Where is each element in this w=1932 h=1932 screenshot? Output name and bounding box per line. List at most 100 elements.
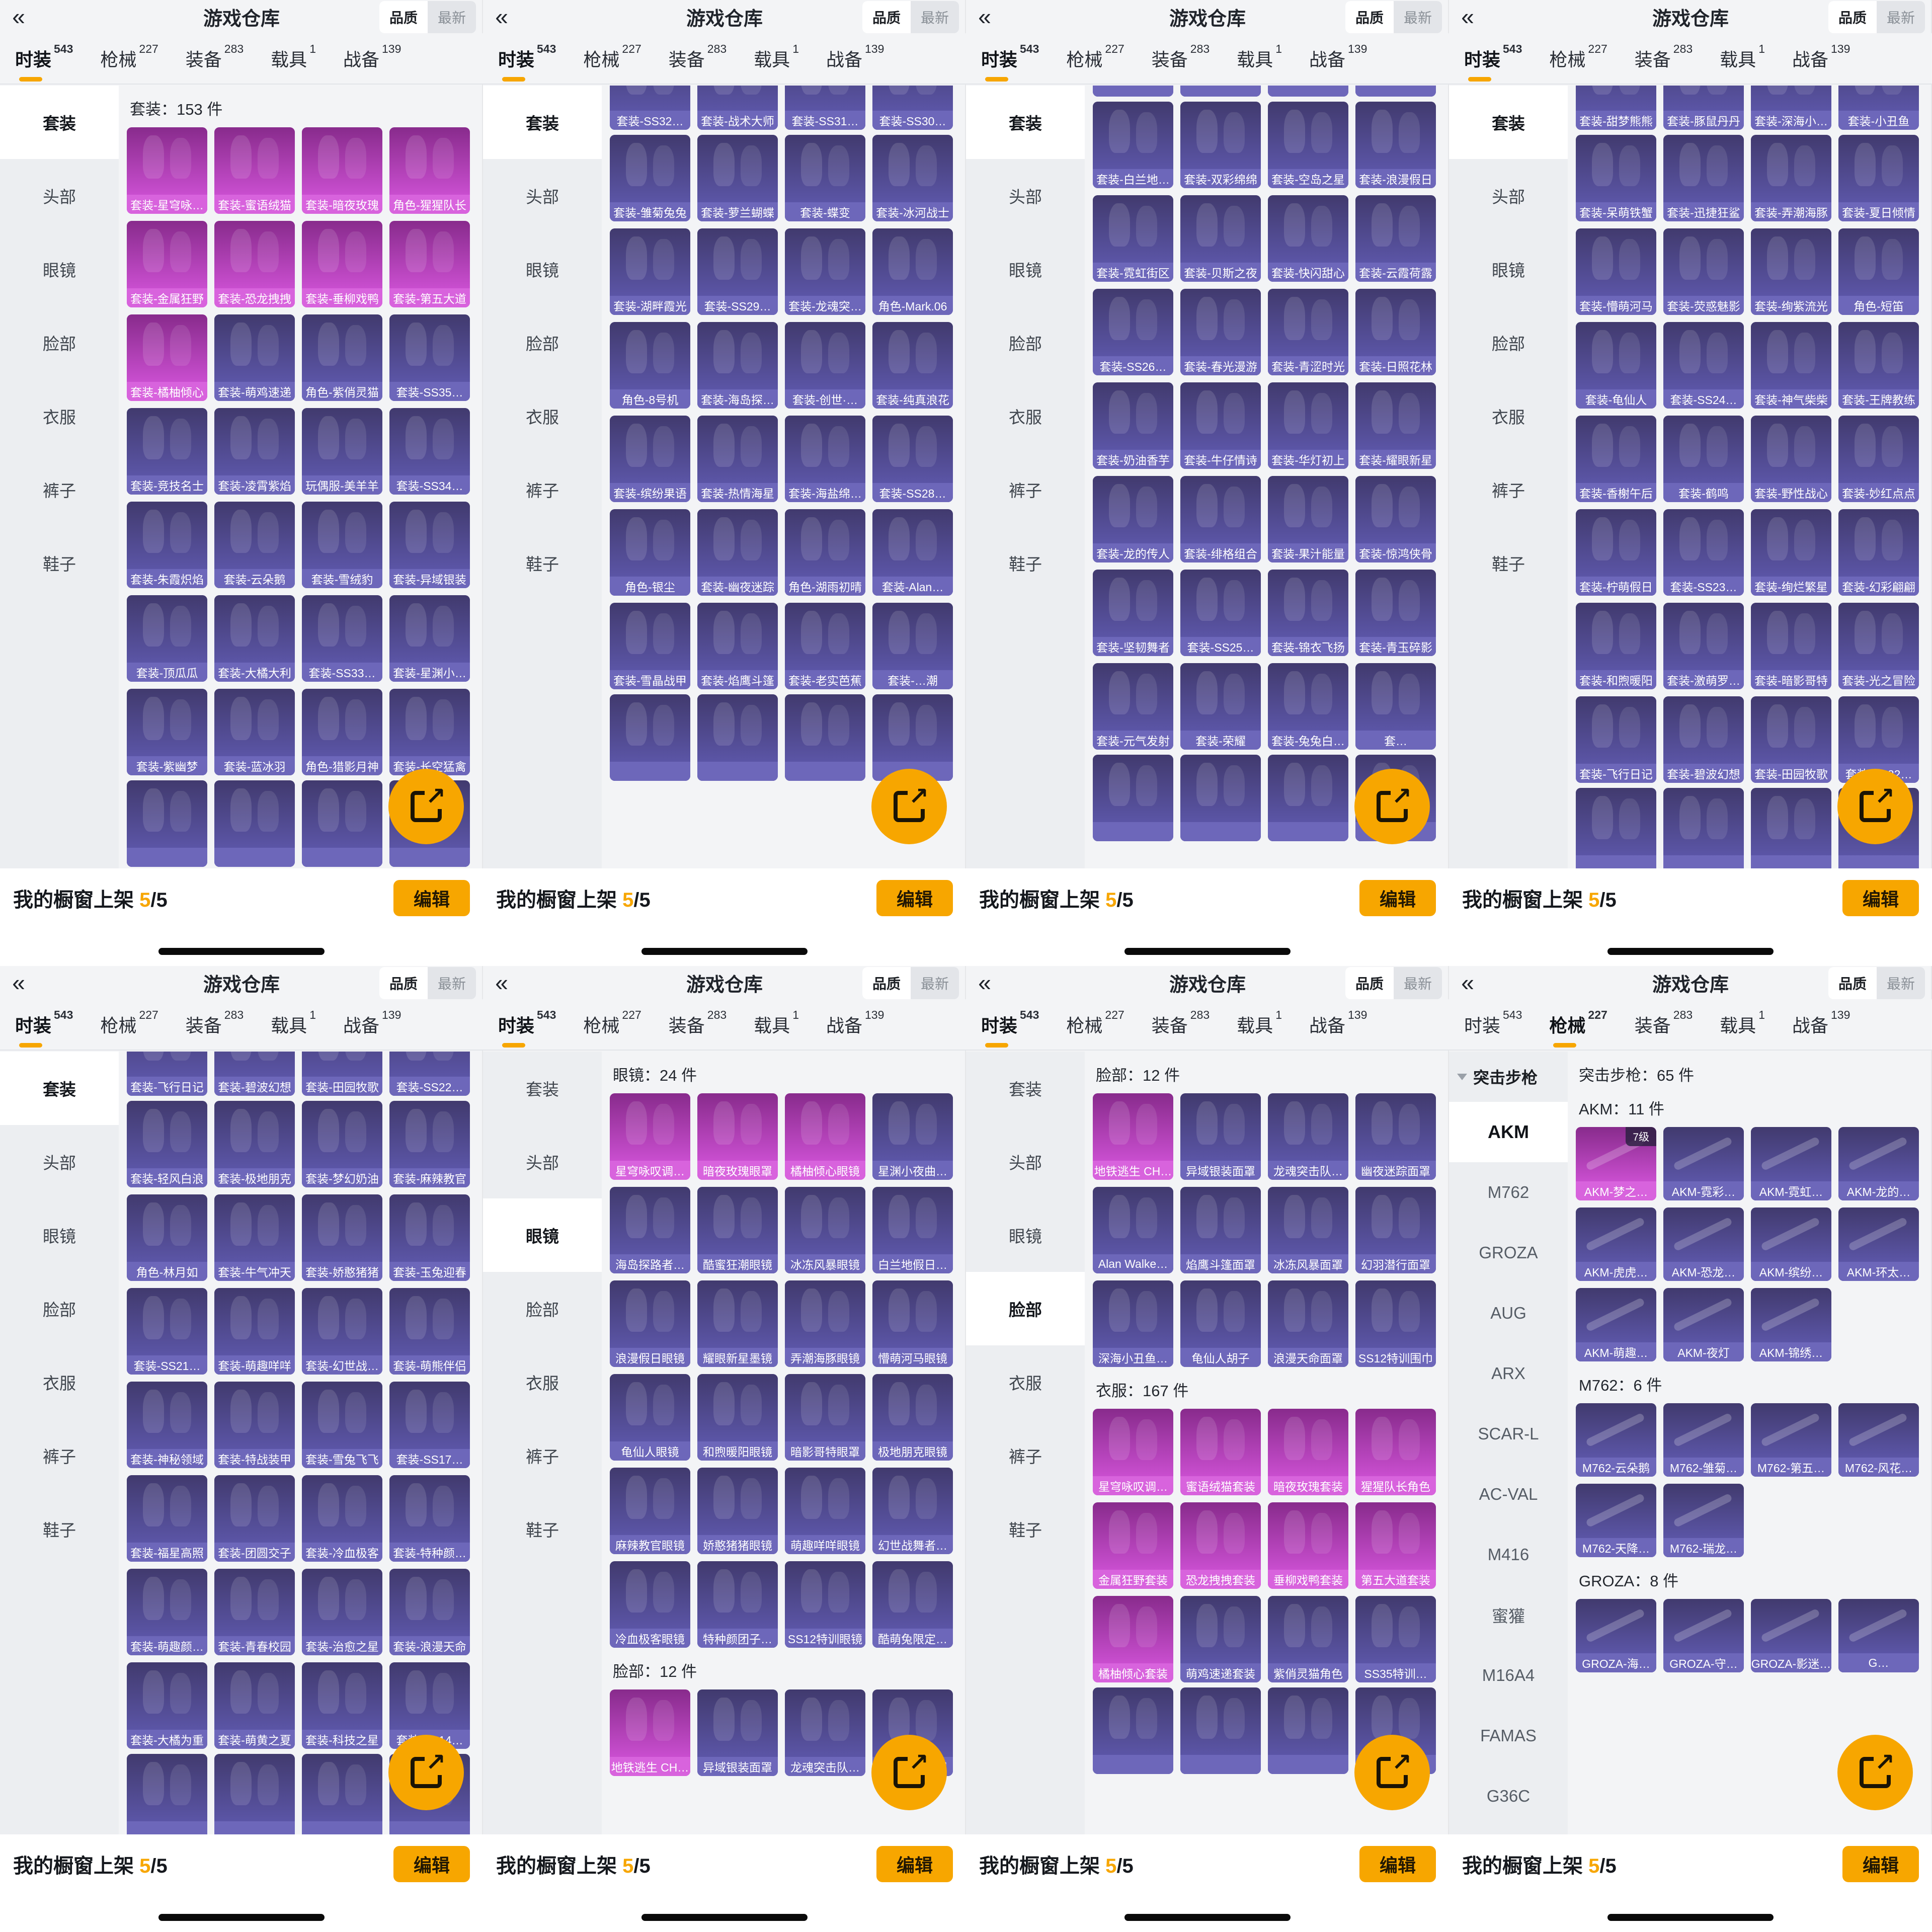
item-card[interactable]: AKM-缤纷… xyxy=(1751,1208,1831,1281)
tab-装备[interactable]: 装备 283 xyxy=(1635,1008,1693,1037)
item-card[interactable]: 套装-SS35… xyxy=(389,314,470,401)
tab-载具[interactable]: 载具 1 xyxy=(754,1008,799,1037)
item-card[interactable]: 套装-兔兔白… xyxy=(1268,663,1348,750)
item-card[interactable]: 套装-橘柚倾心 xyxy=(127,314,207,401)
tab-战备[interactable]: 战备 139 xyxy=(1309,42,1367,71)
tab-枪械[interactable]: 枪械 227 xyxy=(1066,1008,1124,1037)
tab-时装[interactable]: 时装 543 xyxy=(15,1008,73,1048)
item-card[interactable]: 套装-萌趣颜… xyxy=(127,1569,207,1655)
item-card[interactable]: 角色-银尘 xyxy=(610,509,690,596)
sidebar-item-眼镜[interactable]: 眼镜 xyxy=(526,261,559,280)
item-card[interactable]: 套装-蜜语绒猫 xyxy=(214,127,295,214)
item-card[interactable]: 套装-日照花林 xyxy=(1355,289,1436,375)
item-card[interactable]: 冰冻风暴面罩 xyxy=(1268,1187,1348,1273)
share-button[interactable]: ↗ xyxy=(1354,1735,1430,1810)
sidebar-item-头部[interactable]: 头部 xyxy=(526,1154,559,1172)
item-card[interactable]: 套装-贝斯之夜 xyxy=(1180,195,1261,282)
item-card[interactable]: 套装-萌鸡速递 xyxy=(214,314,295,401)
item-card[interactable]: 套装-青春校园 xyxy=(214,1569,295,1655)
item-card[interactable]: 套装-萌黄之夏 xyxy=(214,1662,295,1749)
item-card[interactable]: Alan Walke… xyxy=(1093,1187,1173,1273)
sidebar-item-脸部[interactable]: 脸部 xyxy=(1009,335,1042,353)
item-card[interactable]: 套装-老实芭蕉 xyxy=(785,603,865,689)
item-card[interactable]: 星穹咏叹调… xyxy=(1093,1409,1173,1495)
item-card[interactable]: 套装-云朵鹅 xyxy=(214,502,295,588)
edit-button[interactable]: 编辑 xyxy=(1842,880,1919,916)
item-card[interactable]: 套装-浪漫天命 xyxy=(389,1569,470,1655)
sort-latest-button[interactable]: 最新 xyxy=(920,976,949,992)
item-card[interactable]: SS12特训眼镜 xyxy=(785,1561,865,1648)
item-card[interactable]: 套装-龙魂突… xyxy=(785,228,865,315)
tab-枪械[interactable]: 枪械 227 xyxy=(583,42,641,71)
item-card[interactable] xyxy=(214,1754,295,1834)
item-card[interactable]: 套装-SS32… xyxy=(610,86,690,130)
tab-载具[interactable]: 载具 1 xyxy=(1237,42,1282,71)
item-card[interactable]: GROZA-海… xyxy=(1576,1599,1656,1672)
item-card[interactable]: AKM-萌趣… xyxy=(1576,1288,1656,1361)
item-card[interactable]: 玩偶服-美羊羊 xyxy=(302,408,382,495)
item-card[interactable]: 套装-团圆交子 xyxy=(214,1475,295,1562)
item-card[interactable]: 深海小丑鱼… xyxy=(1093,1280,1173,1367)
item-card[interactable]: 角色-8号机 xyxy=(610,322,690,409)
item-card[interactable]: 套装-青涩时光 xyxy=(1268,289,1348,375)
tab-装备[interactable]: 装备 283 xyxy=(669,1008,727,1037)
sort-quality-button[interactable]: 品质 xyxy=(862,1,911,33)
item-card[interactable]: 套装-龟仙人 xyxy=(1576,322,1656,409)
item-card[interactable]: 套装-奶油香芋 xyxy=(1093,382,1173,469)
item-card[interactable]: 套装-华灯初上 xyxy=(1268,382,1348,469)
item-card[interactable]: 异域银装面罩 xyxy=(1180,1093,1261,1180)
item-card[interactable]: 套装-牛气冲天 xyxy=(214,1194,295,1281)
item-card[interactable]: 套装-蓝冰羽 xyxy=(214,689,295,775)
item-card[interactable]: 套装-耀眼新星 xyxy=(1355,382,1436,469)
sort-quality-button[interactable]: 品质 xyxy=(862,967,911,999)
item-card[interactable] xyxy=(214,780,295,867)
sort-quality-button[interactable]: 品质 xyxy=(1828,967,1877,999)
sidebar-item-裤子[interactable]: 裤子 xyxy=(1009,1447,1042,1466)
item-card[interactable]: 焰鹰斗篷面罩 xyxy=(1180,1187,1261,1273)
sidebar-item-衣服[interactable]: 衣服 xyxy=(526,408,559,427)
item-card[interactable]: 7级 AKM-梦之… xyxy=(1576,1127,1656,1200)
item-card[interactable]: 套装-海盐绵… xyxy=(785,416,865,502)
sidebar-item-头部[interactable]: 头部 xyxy=(1009,188,1042,206)
tab-载具[interactable]: 载具 1 xyxy=(1720,42,1765,71)
item-card[interactable]: 龟仙人眼镜 xyxy=(610,1374,690,1461)
item-card[interactable]: 套装-SS17… xyxy=(389,1382,470,1468)
sort-quality-button[interactable]: 品质 xyxy=(1345,1,1394,33)
item-card[interactable]: 酷蜜狂潮眼镜 xyxy=(697,1187,778,1273)
item-card[interactable]: 套装-顶瓜瓜 xyxy=(127,595,207,682)
home-indicator[interactable] xyxy=(641,948,808,955)
sidebar-item-头部[interactable]: 头部 xyxy=(43,188,76,206)
tab-时装[interactable]: 时装 543 xyxy=(498,42,556,82)
item-card[interactable]: 套装-碧波幻想 xyxy=(1663,696,1744,783)
item-card[interactable]: 角色-猎影月神 xyxy=(302,689,382,775)
item-card[interactable]: 套装-金属狂野 xyxy=(127,221,207,307)
item-card[interactable]: 套装-焰鹰斗篷 xyxy=(697,603,778,689)
item-card[interactable] xyxy=(1268,755,1348,841)
item-card[interactable] xyxy=(1268,1687,1348,1774)
sidebar-item-脸部[interactable]: 脸部 xyxy=(966,1272,1085,1345)
item-card[interactable]: 龙魂突击队… xyxy=(785,1689,865,1776)
item-card[interactable]: 套装-牛仔情诗 xyxy=(1180,382,1261,469)
item-card[interactable]: 套装-梦幻奶油 xyxy=(302,1101,382,1187)
item-card[interactable]: 套装-SS30… xyxy=(872,86,953,130)
item-card[interactable]: 冰冻风暴眼镜 xyxy=(785,1187,865,1273)
item-card[interactable]: 套装-空岛之星 xyxy=(1268,102,1348,188)
item-card[interactable] xyxy=(1180,755,1261,841)
item-card[interactable] xyxy=(872,694,953,781)
tab-枪械[interactable]: 枪械 227 xyxy=(583,1008,641,1037)
item-card[interactable]: 套装-神秘领域 xyxy=(127,1382,207,1468)
sidebar-item-眼镜[interactable]: 眼镜 xyxy=(43,261,76,280)
item-card[interactable]: 白兰地假日… xyxy=(872,1187,953,1273)
share-button[interactable]: ↗ xyxy=(388,769,464,844)
tab-战备[interactable]: 战备 139 xyxy=(343,42,401,71)
item-card[interactable]: 橘柚倾心套装 xyxy=(1093,1596,1173,1682)
item-card[interactable]: SS35特训… xyxy=(1355,1596,1436,1682)
tab-载具[interactable]: 载具 1 xyxy=(1237,1008,1282,1037)
back-icon[interactable]: « xyxy=(12,4,25,30)
item-card[interactable]: M762-云朵鹅 xyxy=(1576,1403,1656,1477)
item-card[interactable]: 紫俏灵猫角色 xyxy=(1268,1596,1348,1682)
item-card[interactable]: 套装-SS21… xyxy=(127,1288,207,1375)
item-card[interactable]: 套装-果汁能量 xyxy=(1268,476,1348,562)
sidebar-item-M416[interactable]: M416 xyxy=(1487,1545,1530,1564)
tab-战备[interactable]: 战备 139 xyxy=(826,42,884,71)
